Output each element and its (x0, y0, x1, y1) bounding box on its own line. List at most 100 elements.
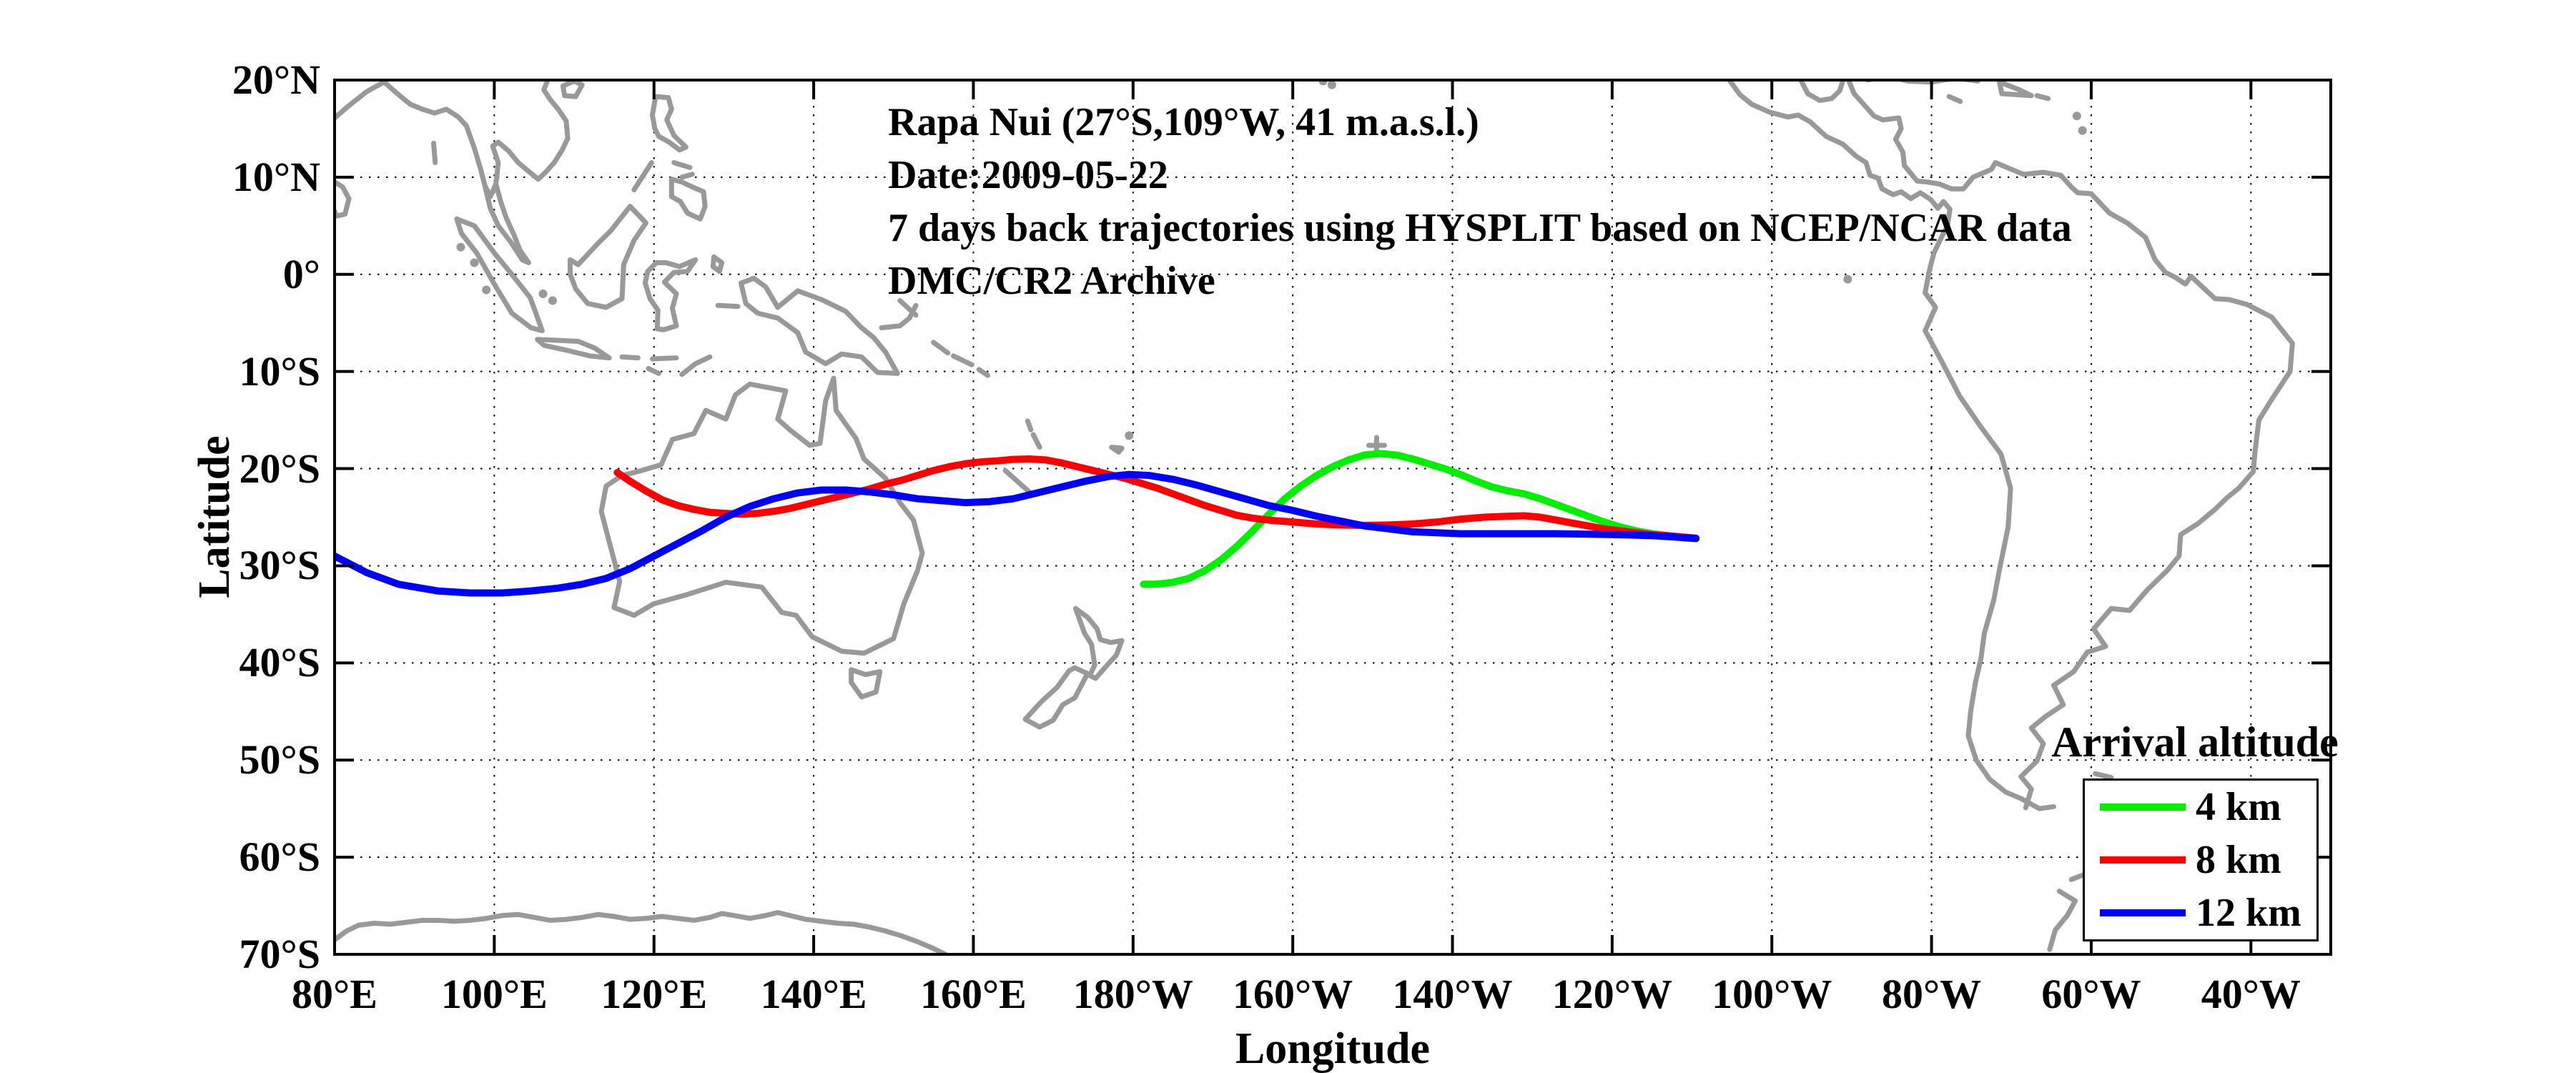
annotation-line-station: Rapa Nui (27°S,109°W, 41 m.a.s.l.) (888, 100, 1479, 144)
coastline-sri-lanka (335, 179, 352, 219)
coastline-visayas-2 (679, 172, 695, 180)
coastline-south-america-north-east (2018, 169, 2295, 811)
island-belitung (548, 296, 557, 305)
y-tick-label-70S: 70°S (239, 931, 320, 977)
y-tick-label-60S: 60°S (239, 834, 320, 881)
y-tick-label-30S: 30°S (239, 542, 320, 589)
island-fiji-east (1125, 431, 1134, 440)
plot-annotation: Rapa Nui (27°S,109°W, 41 m.a.s.l.) Date:… (888, 96, 2072, 307)
island-bangka (538, 289, 548, 298)
legend-swatch-4km (2100, 803, 2186, 811)
coastlines (335, 80, 2295, 954)
coastline-puerto-rico (2034, 93, 2051, 102)
trajectory-12km (335, 470, 1700, 597)
legend-label-8km: 8 km (2196, 838, 2281, 882)
coastline-mexico-pacific-south-america-west (1726, 80, 2056, 811)
legend-item-12km: 12 km (2085, 886, 2316, 939)
coastline-new-zealand-south (1022, 665, 1090, 730)
x-tick-label-60W: 60°W (2041, 971, 2141, 1017)
coastline-visayas-1 (671, 160, 693, 170)
coastline-fiji (1109, 445, 1125, 455)
coastline-halmahera (710, 254, 725, 275)
x-tick-label-120E: 120°E (601, 971, 708, 1017)
y-tick-label-20N: 20°N (232, 56, 320, 103)
coastline-jamaica (1946, 94, 1963, 104)
y-axis-title: Latitude (190, 435, 239, 598)
coastline-sumba (646, 366, 661, 376)
coastline-solomons-2 (951, 353, 974, 367)
y-tick-label-40S: 40°S (239, 639, 320, 686)
coastline-antarctic-peninsula (2047, 889, 2078, 952)
legend-swatch-12km (2100, 909, 2186, 916)
island-lesser-antilles-2 (2078, 126, 2087, 135)
island-lesser-antilles-1 (2072, 112, 2081, 121)
x-tick-label-180W: 180°W (1072, 971, 1193, 1017)
coastline-australia (598, 375, 925, 656)
coastline-seram (715, 302, 741, 310)
coastline-cuba (1865, 80, 1980, 85)
x-tick-label-160W: 160°W (1233, 971, 1353, 1017)
legend-swatch-8km (2100, 856, 2186, 864)
coastline-flores (649, 355, 679, 362)
x-tick-label-100E: 100°E (440, 971, 548, 1017)
x-tick-label-120W: 120°W (1551, 971, 1672, 1017)
coastline-solomons-1 (931, 340, 951, 356)
island-galapagos (1843, 275, 1852, 284)
x-tick-label-40W: 40°W (2201, 971, 2301, 1017)
y-tick-label-0: 0° (282, 250, 320, 297)
island-nias (456, 242, 465, 252)
x-tick-label-140E: 140°E (760, 971, 867, 1017)
y-tick-label-20S: 20°S (239, 445, 320, 492)
coastline-new-guinea (738, 275, 900, 376)
coastline-vanuatu-1 (1025, 418, 1034, 432)
legend-item-4km: 4 km (2085, 781, 2316, 834)
island-enggano (482, 285, 491, 295)
x-tick-label-160E: 160°E (919, 971, 1027, 1017)
y-tick-label-10N: 10°N (232, 153, 320, 200)
coastline-timor (679, 354, 713, 377)
coastline-borneo (567, 204, 649, 310)
coastline-sumatra (454, 216, 545, 334)
coastline-vanuatu-2 (1030, 432, 1042, 450)
annotation-line-date: Date:2009-05-22 (888, 153, 1168, 197)
coastline-hainan (560, 80, 585, 99)
coastline-solomons-3 (976, 367, 991, 378)
coastline-palawan (631, 160, 654, 193)
coastline-new-caledonia (1002, 468, 1032, 495)
coastline-falklands (2093, 771, 2114, 781)
coastline-new-zealand-north (1072, 605, 1125, 681)
coastline-new-ireland (897, 297, 919, 318)
coastline-gulf-campeche-yucatan (1797, 80, 1846, 104)
legend: 4 km 8 km 12 km (2083, 778, 2319, 941)
coastline-mindanao (668, 177, 708, 222)
legend-label-4km: 4 km (2196, 785, 2281, 829)
legend-label-12km: 12 km (2196, 891, 2301, 935)
coastline-hispaniola (1997, 80, 2034, 99)
coastline-malay-peninsula (482, 181, 531, 265)
annotation-line-method: 7 days back trajectories using HYSPLIT b… (888, 206, 2072, 250)
x-tick-label-100W: 100°W (1712, 971, 1832, 1017)
coastline-java-lesser-sunda (535, 337, 612, 361)
y-tick-label-50S: 50°S (239, 736, 320, 783)
coastline-india-indochina (335, 80, 571, 199)
island-siberut (470, 258, 479, 267)
legend-title: Arrival altitude (2051, 718, 2339, 766)
coastline-sulawesi (642, 257, 699, 332)
x-tick-label-140W: 140°W (1392, 971, 1513, 1017)
coastline-luzon (649, 94, 689, 153)
trajectory-4km (1140, 450, 1700, 588)
annotation-line-archive: DMC/CR2 Archive (888, 259, 1215, 303)
coastline-tasmania (849, 667, 883, 700)
x-tick-label-80E: 80°E (292, 971, 377, 1017)
x-axis-title: Longitude (1235, 1024, 1431, 1073)
coastline-yucatan-honduras-panama (1845, 80, 2046, 192)
island-hawaii-2 (1327, 80, 1336, 89)
legend-item-8km: 8 km (2085, 834, 2316, 886)
coastline-andaman-islands (430, 140, 438, 166)
trajectories (335, 450, 1700, 597)
x-tick-label-80W: 80°W (1881, 971, 1982, 1017)
y-tick-label-10S: 10°S (239, 347, 320, 395)
coastline-antarctica (335, 910, 950, 954)
